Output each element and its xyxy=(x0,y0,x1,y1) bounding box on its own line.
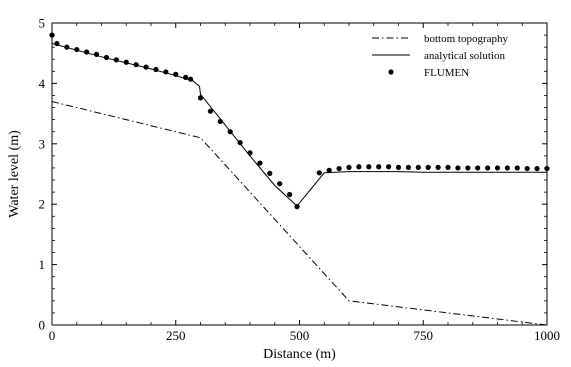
x-tick-label: 250 xyxy=(166,328,186,343)
flumen-marker xyxy=(356,164,362,170)
flumen-marker xyxy=(376,164,382,170)
flumen-marker xyxy=(84,49,90,55)
flumen-marker xyxy=(113,57,119,63)
flumen-marker xyxy=(435,164,441,170)
flumen-marker xyxy=(504,165,510,171)
flumen-marker xyxy=(123,59,129,65)
flumen-marker xyxy=(366,164,372,170)
axes: 0 250 500 750 1000 0 1 2 3 4 5 xyxy=(39,16,561,344)
flumen-marker xyxy=(514,165,520,171)
x-tick-label: 750 xyxy=(414,328,434,343)
flumen-marker xyxy=(346,164,352,170)
flumen-marker xyxy=(237,139,243,146)
flumen-marker xyxy=(544,165,550,172)
flumen-marker xyxy=(267,170,273,176)
flumen-marker xyxy=(336,165,342,172)
flumen-marker xyxy=(93,51,100,58)
flumen-marker xyxy=(183,74,189,80)
flumen-marker xyxy=(534,165,540,172)
flumen-marker xyxy=(316,170,322,176)
flumen-marker xyxy=(217,118,223,125)
y-tick-label: 0 xyxy=(39,318,46,333)
flumen-marker xyxy=(524,165,530,172)
flumen-marker xyxy=(465,165,471,171)
x-tick-label: 0 xyxy=(49,328,56,343)
x-tick-label: 1000 xyxy=(534,328,560,343)
legend-label: bottom topography xyxy=(424,33,509,45)
flumen-marker xyxy=(277,181,283,187)
flumen-marker xyxy=(425,164,431,170)
legend: bottom topography analytical solution FLUM… xyxy=(372,33,509,79)
bottom-topography-line xyxy=(51,101,548,326)
legend-item-0: bottom topography xyxy=(372,33,509,45)
plot-area xyxy=(51,22,548,326)
flumen-marker xyxy=(197,95,204,101)
flumen-marker xyxy=(287,191,293,198)
flumen-marker xyxy=(257,160,263,166)
legend-item-1: analytical solution xyxy=(372,50,505,62)
flumen-marker xyxy=(173,71,179,77)
flumen-marker xyxy=(188,76,194,82)
flumen-marker xyxy=(475,165,481,171)
flumen-marker xyxy=(247,150,253,156)
flumen-marker xyxy=(294,204,300,210)
flumen-marker xyxy=(405,164,411,170)
flumen-marker xyxy=(143,64,149,70)
flumen-marker xyxy=(207,108,213,114)
flumen-marker xyxy=(163,69,169,75)
analytical-solution-line xyxy=(51,43,547,207)
y-tick-label: 5 xyxy=(39,16,46,31)
legend-label: analytical solution xyxy=(424,50,505,62)
flumen-marker xyxy=(415,164,421,170)
flumen-marker xyxy=(445,164,451,170)
flumen-marker xyxy=(153,66,159,73)
flumen-marker xyxy=(74,46,80,53)
flumen-marker xyxy=(386,164,392,170)
flumen-marker xyxy=(54,40,60,47)
series-layer xyxy=(49,32,550,326)
y-tick-label: 1 xyxy=(39,257,46,272)
x-axis-label: Distance (m) xyxy=(263,347,336,362)
flumen-marker xyxy=(485,165,491,171)
legend-marker xyxy=(388,69,394,75)
legend-label: FLUMEN xyxy=(424,67,469,79)
y-tick-label: 3 xyxy=(39,136,46,151)
flumen-marker xyxy=(227,129,233,135)
y-tick-label: 2 xyxy=(39,197,46,212)
y-tick-label: 4 xyxy=(39,76,46,91)
plot-frame xyxy=(51,22,548,326)
flumen-marker xyxy=(133,62,139,68)
flumen-marker xyxy=(494,165,501,171)
flumen-marker xyxy=(455,165,461,171)
y-axis-label: Water level (m) xyxy=(7,130,22,218)
flumen-marker xyxy=(64,44,70,50)
flumen-marker xyxy=(103,54,110,61)
flumen-marker xyxy=(395,164,402,170)
flumen-marker xyxy=(326,167,332,173)
legend-item-2: FLUMEN xyxy=(388,67,469,79)
x-tick-label: 500 xyxy=(290,328,310,343)
